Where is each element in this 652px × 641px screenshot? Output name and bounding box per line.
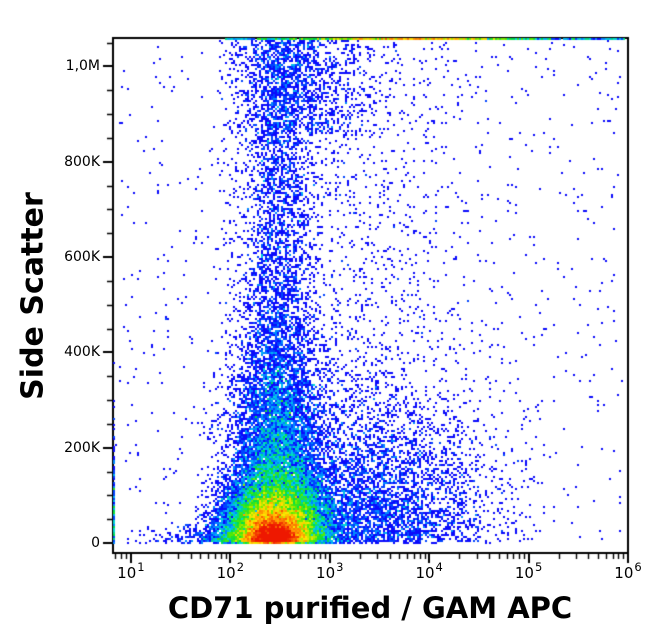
x-tick-exponent: 1 <box>137 560 145 574</box>
x-tick-exponent: 3 <box>336 560 344 574</box>
y-tick-label-1,0M: 1,0M <box>65 58 100 75</box>
y-tick-label-600K: 600K <box>64 249 100 266</box>
x-tick-base: 10 <box>514 564 534 582</box>
x-tick-base: 10 <box>316 564 336 582</box>
x-tick-exponent: 4 <box>435 560 443 574</box>
x-tick-exponent: 2 <box>236 560 245 574</box>
x-tick-exponent: 6 <box>634 560 642 574</box>
y-tick-label-400K: 400K <box>64 344 100 361</box>
x-tick-label-10e5: 105 <box>514 560 543 585</box>
x-tick-label-10e2: 102 <box>216 560 245 585</box>
x-tick-label-10e3: 103 <box>316 560 344 585</box>
y-axis-title: Side Scatter <box>15 192 51 400</box>
x-axis-title: CD71 purified / GAM APC <box>167 591 573 625</box>
y-tick-label-800K: 800K <box>64 153 100 170</box>
x-tick-label-10e1: 101 <box>117 560 145 585</box>
y-tick-label-0: 0 <box>91 534 100 551</box>
x-tick-label-10e6: 106 <box>614 560 642 585</box>
x-tick-label-10e4: 104 <box>415 560 443 585</box>
x-tick-base: 10 <box>415 564 435 582</box>
x-tick-exponent: 5 <box>534 560 543 574</box>
x-tick-base: 10 <box>117 564 137 582</box>
y-tick-label-200K: 200K <box>64 439 100 456</box>
x-tick-base: 10 <box>216 564 236 582</box>
x-tick-base: 10 <box>614 564 634 582</box>
